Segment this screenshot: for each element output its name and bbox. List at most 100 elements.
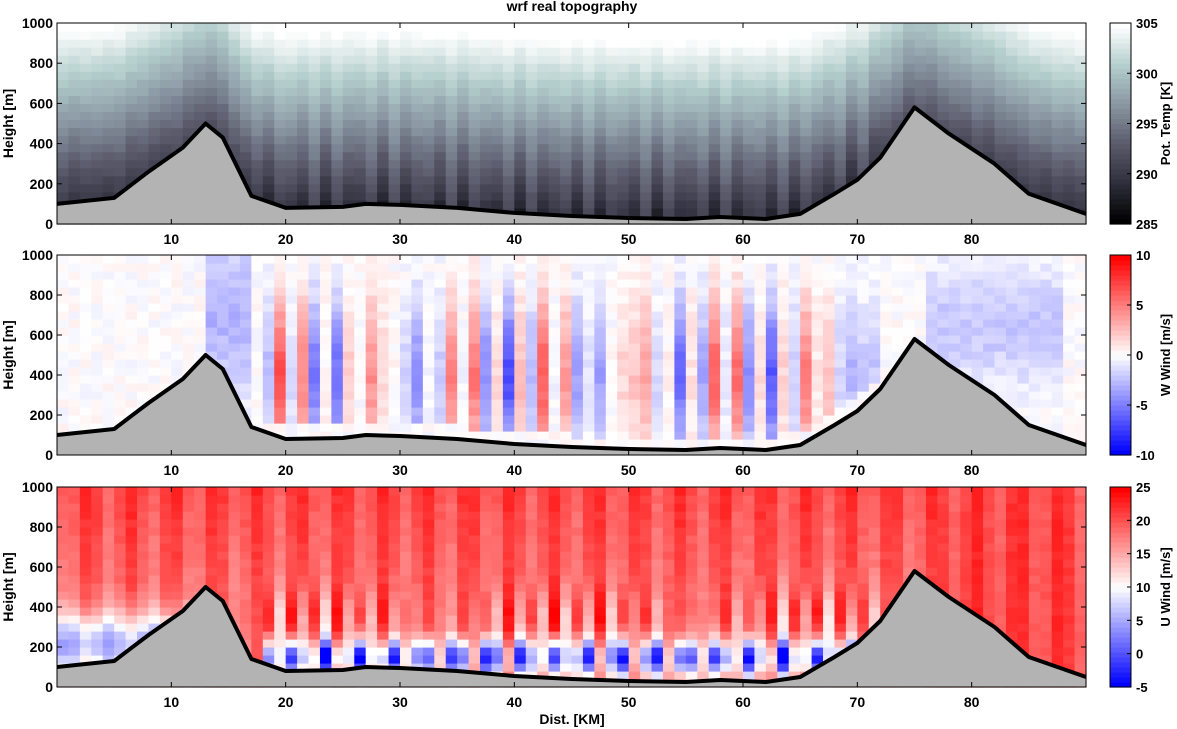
field-cell (811, 311, 824, 320)
colorbar-step (1110, 285, 1131, 291)
field-cell (948, 23, 961, 32)
field-cell (262, 279, 275, 288)
field-cell (79, 615, 92, 624)
field-cell (743, 63, 756, 72)
field-cell (79, 263, 92, 272)
field-cell (983, 383, 996, 392)
field-cell (948, 47, 961, 56)
field-cell (560, 127, 573, 137)
field-cell (662, 39, 675, 48)
field-cell (937, 311, 950, 320)
field-cell (194, 271, 207, 280)
field-cell (342, 175, 355, 185)
field-cell (971, 111, 984, 121)
field-cell (137, 55, 150, 64)
field-cell (971, 79, 984, 88)
field-cell (834, 263, 847, 272)
field-cell (228, 295, 241, 304)
field-cell (468, 47, 481, 56)
field-cell (205, 335, 218, 344)
field-cell (948, 319, 961, 328)
field-cell (159, 319, 172, 328)
field-cell (628, 367, 641, 376)
field-cell (788, 375, 801, 384)
field-cell (79, 567, 92, 576)
field-cell (68, 591, 81, 600)
field-cell (948, 71, 961, 80)
field-cell (319, 287, 332, 296)
field-cell (662, 431, 675, 440)
field-cell (708, 183, 721, 193)
field-cell (182, 295, 195, 304)
field-cell (582, 103, 595, 113)
field-cell (811, 255, 824, 264)
field-cell (411, 287, 424, 296)
field-cell (1028, 47, 1041, 56)
field-cell (800, 151, 813, 161)
field-cell (800, 175, 813, 185)
field-cell (777, 391, 790, 400)
field-cell (834, 119, 847, 129)
field-cell (217, 79, 230, 88)
field-cell (331, 391, 344, 400)
field-cell (925, 295, 938, 304)
field-cell (983, 151, 996, 161)
field-cell (411, 39, 424, 48)
field-cell (662, 183, 675, 193)
field-cell (1017, 343, 1030, 352)
field-cell (560, 423, 573, 432)
field-cell (605, 103, 618, 113)
field-cell (994, 351, 1007, 360)
field-cell (434, 359, 447, 368)
field-cell (845, 311, 858, 320)
field-cell (57, 615, 70, 624)
field-cell (662, 263, 675, 272)
field-cell (685, 207, 698, 217)
field-cell (480, 303, 493, 312)
field-cell (605, 263, 618, 272)
colorbar-step (1110, 300, 1131, 306)
field-cell (640, 367, 653, 376)
field-cell (331, 199, 344, 209)
field-cell (525, 391, 538, 400)
field-cell (1074, 127, 1087, 137)
field-cell (502, 319, 515, 328)
field-cell (171, 135, 184, 145)
field-cell (342, 87, 355, 96)
field-cell (594, 199, 607, 209)
y-tick-label: 1000 (22, 247, 53, 263)
field-cell (743, 303, 756, 312)
field-cell (79, 31, 92, 40)
field-cell (994, 391, 1007, 400)
field-cell (937, 343, 950, 352)
field-cell (251, 71, 264, 80)
field-cell (594, 95, 607, 104)
field-cell (228, 367, 241, 376)
field-cell (91, 383, 104, 392)
field-cell (125, 487, 138, 496)
colorbar-step (1110, 28, 1131, 34)
field-cell (148, 143, 161, 153)
field-cell (1063, 167, 1076, 177)
field-cell (502, 95, 515, 104)
field-cell (1028, 359, 1041, 368)
field-cell (628, 335, 641, 344)
field-cell (720, 127, 733, 137)
field-cell (297, 423, 310, 432)
field-cell (845, 39, 858, 48)
field-cell (57, 415, 70, 424)
field-cell (1051, 135, 1064, 145)
field-cell (319, 407, 332, 416)
field-cell (605, 183, 618, 193)
x-tick-label: 30 (392, 231, 408, 247)
field-cell (868, 327, 881, 336)
field-cell (91, 655, 104, 664)
field-cell (937, 63, 950, 72)
field-cell (148, 295, 161, 304)
field-cell (777, 71, 790, 80)
field-cell (365, 151, 378, 161)
field-cell (274, 95, 287, 104)
field-cell (1040, 351, 1053, 360)
field-cell (662, 175, 675, 185)
field-cell (342, 415, 355, 424)
